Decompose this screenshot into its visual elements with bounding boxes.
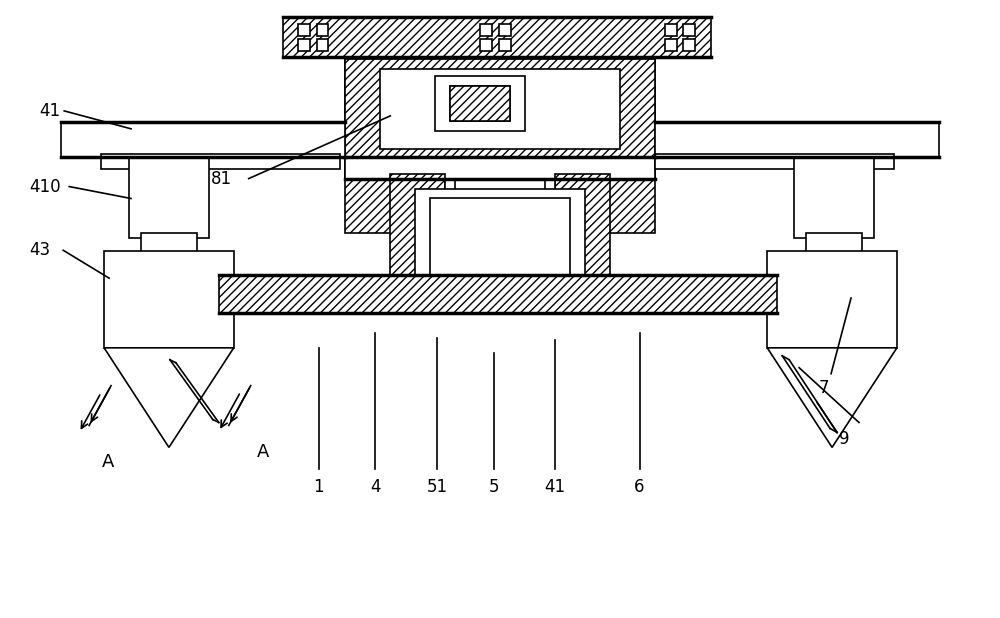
Bar	[499, 24, 511, 36]
Text: 7: 7	[819, 379, 830, 397]
Text: 43: 43	[29, 241, 50, 260]
Text: 410: 410	[29, 177, 61, 195]
Bar	[683, 39, 695, 51]
Text: 81: 81	[211, 169, 232, 188]
Bar	[390, 174, 445, 288]
Bar	[345, 59, 655, 159]
Bar	[683, 24, 695, 36]
Text: 5: 5	[489, 478, 499, 496]
Bar	[298, 24, 310, 36]
Bar	[219, 275, 777, 313]
Bar	[590, 59, 655, 234]
Bar	[415, 188, 585, 288]
Bar	[767, 252, 897, 348]
Bar	[345, 157, 655, 179]
Bar	[806, 234, 862, 253]
Bar	[499, 39, 511, 51]
Bar	[480, 24, 492, 36]
Bar	[450, 86, 510, 121]
Bar	[61, 122, 345, 157]
Bar	[430, 198, 570, 278]
Text: 1: 1	[313, 478, 324, 496]
Bar	[129, 157, 209, 239]
Bar	[380, 69, 620, 149]
Bar	[794, 157, 874, 239]
Bar	[345, 59, 410, 234]
Text: A: A	[102, 454, 114, 472]
Bar	[665, 39, 677, 51]
Text: 9: 9	[839, 430, 850, 449]
Text: 41: 41	[544, 478, 565, 496]
Bar	[455, 179, 545, 218]
Text: 41: 41	[39, 102, 60, 120]
Text: 6: 6	[634, 478, 645, 496]
Text: 4: 4	[370, 478, 381, 496]
Bar	[317, 24, 328, 36]
Bar	[655, 154, 894, 169]
Bar	[445, 179, 555, 263]
Bar	[298, 39, 310, 51]
Bar	[450, 86, 510, 121]
Bar	[283, 17, 711, 57]
Bar	[655, 122, 939, 157]
Bar	[435, 76, 525, 131]
Bar	[141, 234, 197, 253]
Text: 51: 51	[427, 478, 448, 496]
Text: A: A	[256, 443, 269, 462]
Bar	[104, 252, 234, 348]
Polygon shape	[104, 348, 234, 447]
Polygon shape	[767, 348, 897, 447]
Bar	[317, 39, 328, 51]
Bar	[555, 174, 610, 288]
Bar	[480, 39, 492, 51]
Bar	[665, 24, 677, 36]
Bar	[101, 154, 340, 169]
